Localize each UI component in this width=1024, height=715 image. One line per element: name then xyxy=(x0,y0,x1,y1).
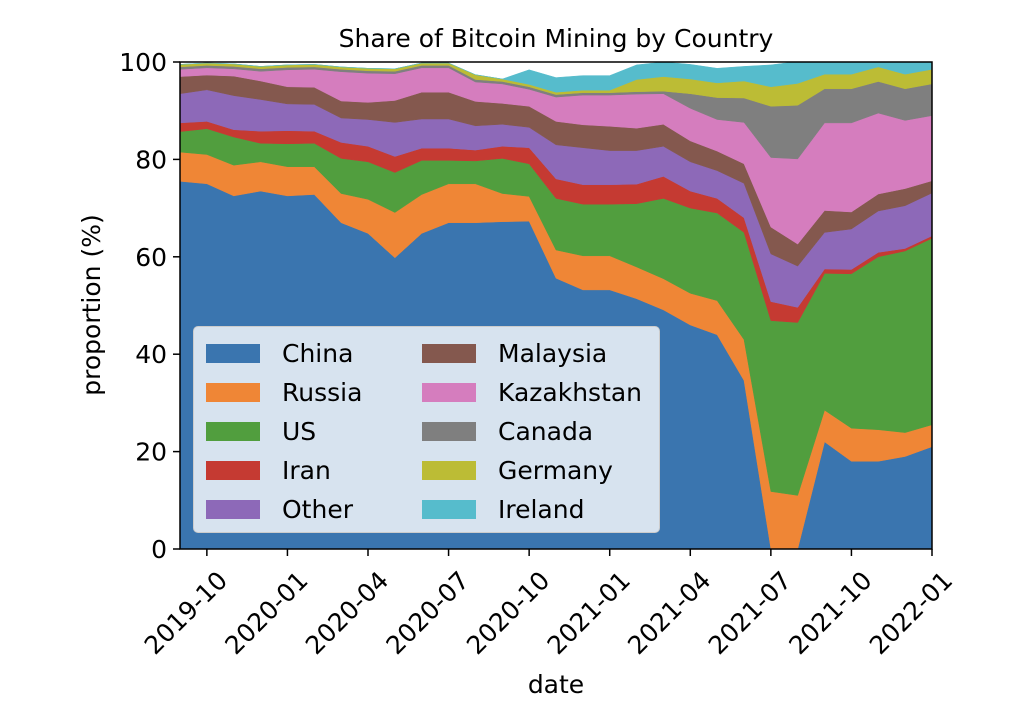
y-tick-label: 0 xyxy=(151,535,167,564)
x-tick-label: 2020-10 xyxy=(461,566,555,660)
legend-label: Russia xyxy=(282,377,363,407)
legend-item-other: Other xyxy=(206,492,353,526)
x-tick-label: 2020-04 xyxy=(300,566,394,660)
legend-item-kazakhstan: Kazakhstan xyxy=(422,375,642,409)
legend-swatch xyxy=(206,382,260,402)
legend-swatch xyxy=(206,343,260,363)
legend-label: Other xyxy=(282,494,353,524)
legend-item-malaysia: Malaysia xyxy=(422,336,607,370)
y-axis-label: proportion (%) xyxy=(77,214,106,395)
x-tick-label: 2019-10 xyxy=(139,566,233,660)
x-tick-label: 2021-04 xyxy=(622,566,716,660)
chart-title: Share of Bitcoin Mining by Country xyxy=(339,24,774,53)
y-tick-label: 60 xyxy=(135,243,167,272)
legend-swatch xyxy=(206,460,260,480)
legend-label: US xyxy=(282,416,317,446)
legend-label: Ireland xyxy=(498,494,585,524)
y-tick-label: 20 xyxy=(135,438,167,467)
legend-swatch xyxy=(422,382,476,402)
x-tick-label: 2020-01 xyxy=(219,566,313,660)
y-tick-label: 100 xyxy=(119,48,167,77)
x-tick-label: 2022-01 xyxy=(864,566,958,660)
legend-item-iran: Iran xyxy=(206,453,331,487)
x-tick-label: 2021-07 xyxy=(703,566,797,660)
x-tick-label: 2021-01 xyxy=(542,566,636,660)
legend-label: Iran xyxy=(282,455,331,485)
x-tick-label: 2021-10 xyxy=(783,566,877,660)
x-axis-label: date xyxy=(528,670,584,699)
legend-swatch xyxy=(206,421,260,441)
legend-item-us: US xyxy=(206,414,316,448)
legend-label: Germany xyxy=(498,455,613,485)
legend-item-canada: Canada xyxy=(422,414,593,448)
y-tick-label: 80 xyxy=(135,145,167,174)
area-ireland xyxy=(180,62,932,93)
plot-frame xyxy=(179,61,933,550)
legend-item-china: China xyxy=(206,336,353,370)
legend-label: Malaysia xyxy=(498,338,608,368)
legend-swatch xyxy=(206,499,260,519)
legend-label: China xyxy=(282,338,354,368)
legend-item-germany: Germany xyxy=(422,453,613,487)
x-tick-label: 2020-07 xyxy=(380,566,474,660)
y-axis: 0 20 40 60 80 100 xyxy=(119,48,180,564)
legend-label: Kazakhstan xyxy=(498,377,643,407)
legend-swatch xyxy=(422,460,476,480)
x-axis: 2019-102020-012020-042020-072020-102021-… xyxy=(139,549,958,660)
legend: China Russia US Iran Other Malaysia Kazakhstan… xyxy=(193,326,660,533)
legend-item-ireland: Ireland xyxy=(422,492,584,526)
legend-swatch xyxy=(422,421,476,441)
legend-swatch xyxy=(422,343,476,363)
y-tick-label: 40 xyxy=(135,340,167,369)
legend-swatch xyxy=(422,499,476,519)
legend-label: Canada xyxy=(498,416,594,446)
legend-item-russia: Russia xyxy=(206,375,362,409)
